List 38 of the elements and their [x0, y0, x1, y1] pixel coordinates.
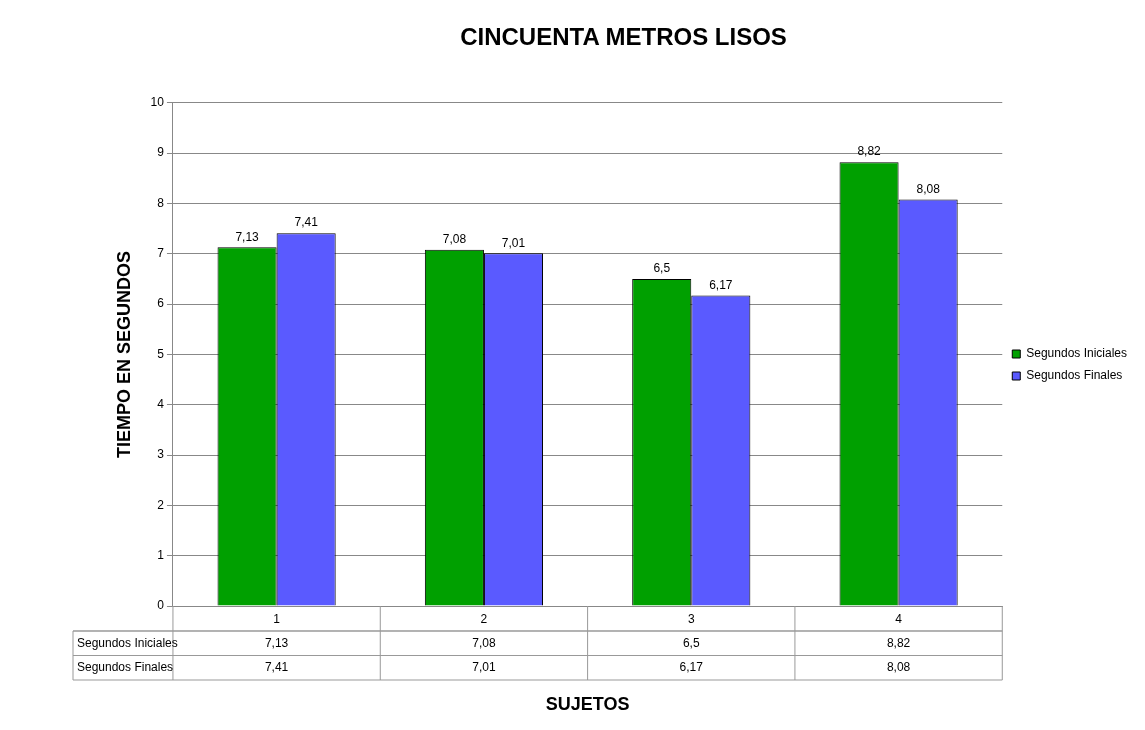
text: 7,08 [442, 232, 467, 247]
y-tick-label: 6 [157, 296, 165, 311]
data-label: 6,5 [682, 635, 700, 650]
text: 7,13 [235, 229, 259, 244]
data-label: 7,13 [264, 635, 289, 650]
text: 7,01 [501, 235, 526, 250]
y-tick-label: 1 [157, 547, 165, 562]
y-tick-label: 2 [157, 497, 165, 512]
data-label: 8,08 [886, 660, 911, 675]
x-tick-label: 1 [273, 611, 281, 626]
y-tick-label: 9 [157, 145, 165, 160]
y-tick-label: 3 [157, 447, 165, 462]
y-tick-label: 4 [157, 397, 165, 412]
data-label: 7,01 [472, 660, 496, 675]
data-label: 8,82 [886, 635, 911, 650]
text: 6,17 [709, 277, 733, 292]
text: 8,08 [916, 181, 940, 196]
data-label: 7,08 [472, 635, 496, 650]
y-tick-label: 8 [157, 195, 165, 210]
x-tick-label: 3 [687, 611, 695, 626]
chart-title: CINCUENTA METROS LISOS [460, 23, 787, 51]
x-tick-label: 4 [895, 611, 903, 626]
y-axis-title: TIEMPO EN SEGUNDOS [113, 250, 134, 458]
y-tick-label: 10 [150, 95, 165, 110]
text: 7,41 [294, 215, 318, 230]
x-tick-label: 2 [480, 611, 488, 626]
y-tick-label: 7 [157, 246, 165, 261]
y-tick-label: 5 [157, 346, 165, 361]
text: Segundos Iniciales [77, 635, 178, 650]
text: 6,5 [653, 261, 671, 276]
legend-label: Segundos Iniciales [1026, 346, 1127, 361]
data-label: 7,41 [264, 660, 289, 675]
text: 8,82 [857, 144, 881, 159]
y-tick-label: 0 [157, 598, 165, 613]
text: Segundos Finales [77, 660, 174, 675]
x-axis-title: SUJETOS [545, 694, 630, 715]
data-label: 6,17 [679, 660, 704, 675]
legend-label: Segundos Finales [1026, 368, 1123, 383]
